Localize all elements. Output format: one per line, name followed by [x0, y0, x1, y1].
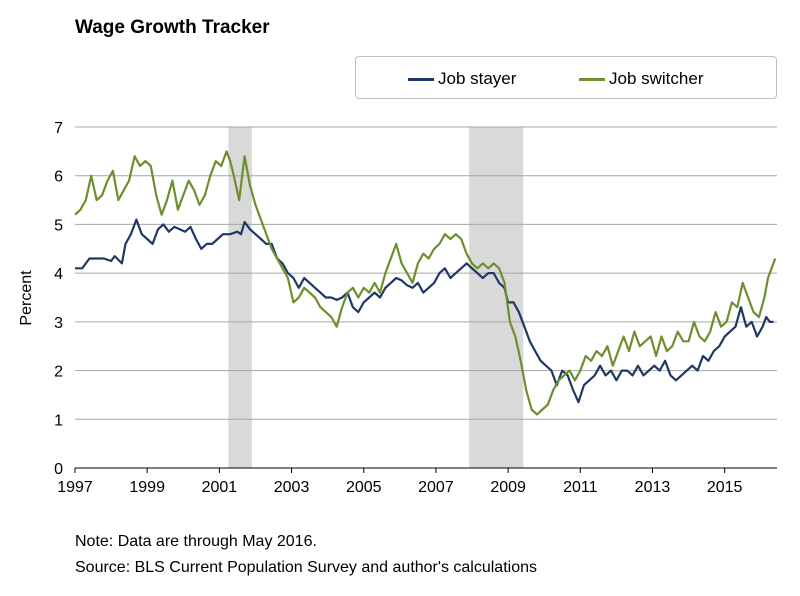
chart-title: Wage Growth Tracker	[75, 17, 270, 38]
x-tick-label: 2015	[707, 479, 743, 496]
recession-band-1	[228, 127, 252, 468]
y-tick-label: 3	[54, 315, 63, 332]
axes: 0 1 2 3 4 5 6 7 1997 1999 2001 2003 2005 2007 2009 2011…	[54, 120, 777, 496]
legend-swatch-job-switcher	[579, 77, 605, 81]
x-tick-label: 2013	[635, 479, 671, 496]
x-tick-label: 2001	[202, 479, 238, 496]
series-line-job-switcher	[74, 150, 777, 416]
y-tick-label: 1	[54, 412, 63, 429]
legend: Job stayer Job switcher	[355, 56, 777, 99]
series-line-job-stayer	[75, 218, 774, 404]
note-text: Note: Data are through May 2016.	[75, 533, 317, 550]
y-axis-label: Percent	[18, 270, 35, 326]
chart-plot: 0 1 2 3 4 5 6 7 1997 1999 2001 2003 2005 2007 2009 2011…	[18, 120, 777, 496]
legend-label-job-stayer: Job stayer	[438, 69, 517, 88]
recession-shading	[228, 127, 524, 468]
x-tick-label: 1997	[57, 479, 93, 496]
legend-item-job-stayer: Job stayer	[408, 69, 516, 89]
series-lines	[74, 150, 777, 416]
y-tick-label: 4	[54, 266, 63, 283]
y-tick-label: 7	[54, 120, 63, 137]
y-tick-label: 2	[54, 364, 63, 381]
gridlines	[75, 126, 777, 420]
y-tick-label: 0	[54, 461, 63, 478]
x-tick-label: 2009	[490, 479, 526, 496]
y-tick-label: 5	[54, 217, 63, 234]
y-tick-label: 6	[54, 169, 63, 186]
recession-band-2	[469, 127, 524, 468]
legend-swatch-job-stayer	[408, 77, 434, 81]
x-tick-label: 1999	[129, 479, 165, 496]
legend-label-job-switcher: Job switcher	[609, 69, 704, 88]
source-text: Source: BLS Current Population Survey an…	[75, 559, 537, 576]
x-tick-label: 2011	[563, 479, 598, 496]
x-tick-label: 2007	[418, 479, 454, 496]
x-tick-label: 2005	[346, 479, 382, 496]
legend-item-job-switcher: Job switcher	[579, 69, 703, 89]
x-tick-label: 2003	[274, 479, 310, 496]
